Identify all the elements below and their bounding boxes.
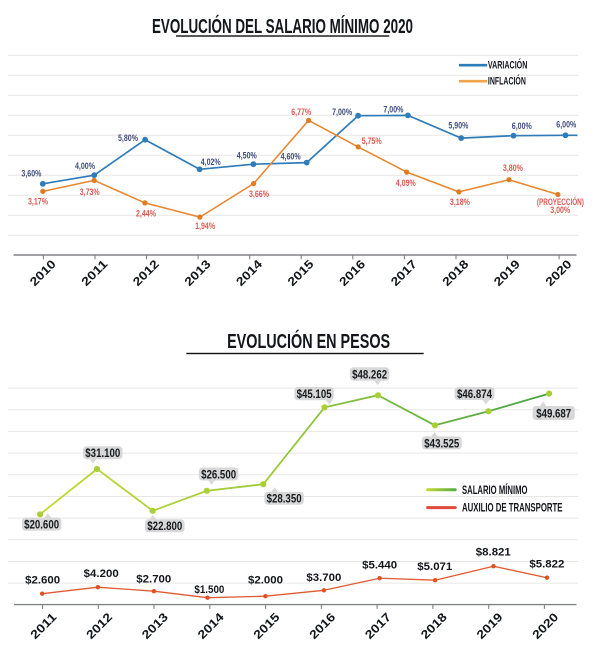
svg-text:3,17%: 3,17% [28,197,48,207]
svg-text:(PROYECCIÓN): (PROYECCIÓN) [537,196,584,207]
svg-text:INFLACIÓN: INFLACIÓN [488,75,526,88]
svg-text:6,00%: 6,00% [556,119,576,129]
svg-text:VARIACIÓN: VARIACIÓN [488,58,528,71]
svg-text:$46.874: $46.874 [457,387,492,401]
svg-text:4,60%: 4,60% [281,152,301,162]
svg-text:3,73%: 3,73% [80,187,100,197]
svg-text:$5.071: $5.071 [417,561,452,573]
svg-text:4,02%: 4,02% [201,157,221,167]
svg-text:$5.822: $5.822 [529,558,564,570]
svg-text:$28.350: $28.350 [267,492,302,506]
svg-text:$31.100: $31.100 [85,446,120,460]
svg-text:5,90%: 5,90% [448,120,468,130]
svg-text:3,00%: 3,00% [550,205,570,215]
svg-text:1,94%: 1,94% [195,221,215,231]
svg-text:6,77%: 6,77% [291,107,311,117]
svg-text:$5.440: $5.440 [362,560,397,572]
svg-text:$2.000: $2.000 [248,574,283,586]
svg-text:EVOLUCIÓN DEL SALARIO MÍNIMO 2: EVOLUCIÓN DEL SALARIO MÍNIMO 2020 [152,14,413,38]
svg-text:$2.700: $2.700 [136,573,171,585]
svg-text:3,80%: 3,80% [503,163,523,173]
svg-text:2,44%: 2,44% [136,208,156,218]
svg-text:4,50%: 4,50% [237,150,257,160]
svg-text:4,09%: 4,09% [396,178,416,188]
svg-text:$2.600: $2.600 [25,574,60,586]
svg-text:SALARIO MÍNIMO: SALARIO MÍNIMO [462,482,528,497]
svg-text:$45.105: $45.105 [297,387,332,401]
svg-text:AUXILIO DE TRANSPORTE: AUXILIO DE TRANSPORTE [462,501,563,515]
svg-text:$8.821: $8.821 [476,547,511,559]
svg-text:$22.800: $22.800 [147,519,182,533]
svg-text:$43.525: $43.525 [424,436,459,450]
svg-text:$1.500: $1.500 [194,584,224,596]
svg-text:3,66%: 3,66% [249,189,269,199]
svg-text:5,75%: 5,75% [362,136,382,146]
svg-text:3,60%: 3,60% [21,169,41,179]
svg-text:3,18%: 3,18% [450,197,470,207]
svg-text:5,80%: 5,80% [118,133,138,143]
svg-text:$48.262: $48.262 [352,367,387,381]
svg-text:$26.500: $26.500 [201,467,236,481]
svg-text:7,00%: 7,00% [332,107,352,117]
svg-text:4,00%: 4,00% [75,161,95,171]
svg-text:$4.200: $4.200 [84,568,119,580]
svg-text:6,00%: 6,00% [512,121,532,131]
svg-text:$49.687: $49.687 [536,406,571,420]
svg-text:7,00%: 7,00% [383,104,403,114]
svg-text:$3.700: $3.700 [306,572,341,584]
svg-text:EVOLUCIÓN EN PESOS: EVOLUCIÓN EN PESOS [227,329,390,353]
svg-text:$20.600: $20.600 [24,518,59,532]
